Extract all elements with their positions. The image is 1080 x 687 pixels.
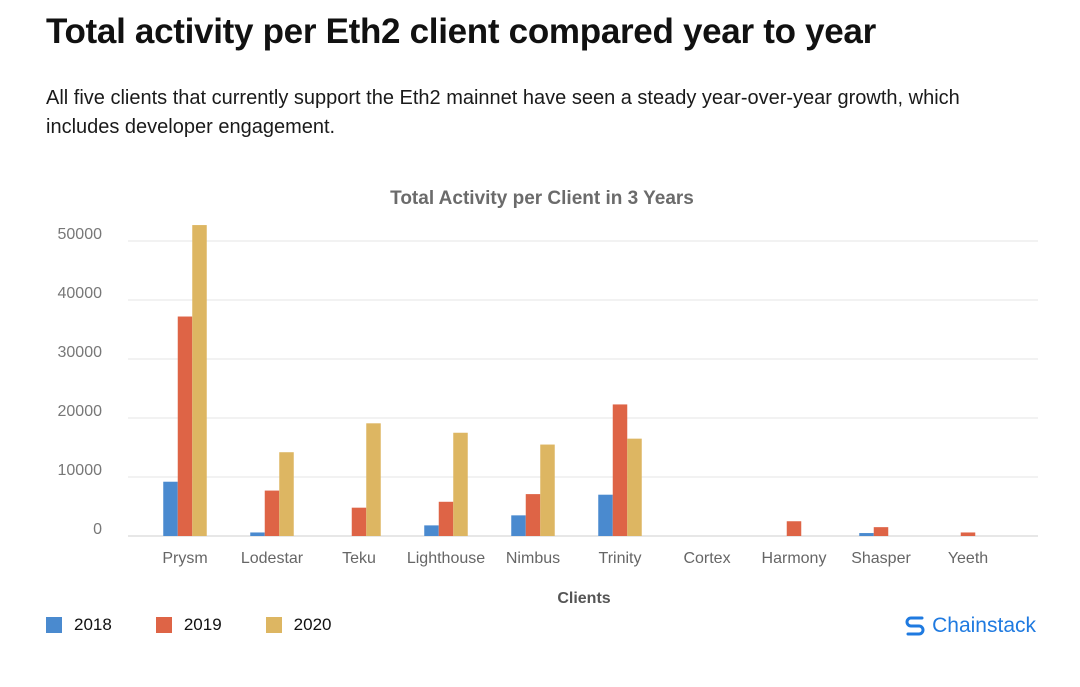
bar-lodestar-2020[interactable]	[279, 452, 294, 536]
x-tick-label-teku: Teku	[342, 550, 376, 567]
y-tick-label: 10000	[58, 462, 103, 479]
legend-label-2019: 2019	[183, 615, 222, 634]
x-tick-label-shasper: Shasper	[851, 550, 911, 567]
x-tick-label-lodestar: Lodestar	[241, 550, 304, 567]
bar-lodestar-2018[interactable]	[250, 532, 265, 536]
legend-swatch-2018	[46, 617, 62, 633]
y-axis-ticks: 0 10000 20000 30000 40000 50000	[58, 226, 103, 538]
bar-yeeth-2019[interactable]	[960, 532, 976, 536]
bar-nimbus-2019[interactable]	[525, 494, 541, 536]
chart-title: Total Activity per Client in 3 Years	[390, 188, 694, 209]
x-tick-label-harmony: Harmony	[762, 550, 827, 567]
bar-lighthouse-2018[interactable]	[424, 525, 439, 536]
bar-prysm-2019[interactable]	[177, 316, 193, 536]
bar-lighthouse-2019[interactable]	[438, 501, 454, 536]
page-title: Total activity per Eth2 client compared …	[46, 12, 876, 51]
legend-swatch-2019	[155, 617, 172, 633]
legend-label-2020: 2020	[293, 615, 332, 634]
bar-nimbus-2018[interactable]	[511, 515, 526, 536]
y-tick-label: 50000	[58, 226, 103, 243]
bar-lodestar-2019[interactable]	[264, 490, 280, 536]
bar-trinity-2020[interactable]	[627, 438, 642, 536]
x-tick-label-cortex: Cortex	[683, 550, 730, 567]
x-tick-label-prysm: Prysm	[162, 550, 207, 567]
bar-nimbus-2020[interactable]	[540, 444, 555, 536]
page-description: All five clients that currently support …	[46, 87, 960, 138]
bars	[163, 225, 976, 536]
x-axis-ticks: Prysm Lodestar Teku Lighthouse Nimbus Trinity…	[162, 550, 988, 567]
legend-swatch-2020	[265, 617, 282, 633]
bar-trinity-2019[interactable]	[612, 404, 628, 536]
x-axis-label: Clients	[557, 590, 610, 607]
bar-teku-2020[interactable]	[366, 423, 381, 536]
bar-shasper-2018[interactable]	[859, 533, 874, 536]
bar-chart: Total Activity per Client in 3 Years 0 10…	[58, 188, 1038, 607]
bar-shasper-2019[interactable]	[873, 527, 889, 536]
x-tick-label-nimbus: Nimbus	[506, 550, 560, 567]
y-tick-label: 40000	[58, 285, 103, 302]
x-tick-label-yeeth: Yeeth	[948, 550, 988, 567]
y-tick-label: 0	[93, 521, 102, 538]
bar-lighthouse-2020[interactable]	[453, 432, 468, 536]
legend-item-2019[interactable]: 2019	[155, 615, 222, 635]
bar-trinity-2018[interactable]	[598, 494, 613, 536]
x-tick-label-trinity: Trinity	[599, 550, 642, 567]
legend-item-2018[interactable]: 2018	[46, 615, 112, 635]
brand-name: Chainstack	[932, 614, 1036, 637]
bar-teku-2019[interactable]	[351, 507, 367, 536]
y-tick-label: 20000	[58, 403, 103, 420]
gridlines	[128, 240, 1038, 537]
bar-harmony-2019[interactable]	[786, 521, 802, 536]
bar-prysm-2020[interactable]	[192, 225, 207, 536]
legend-item-2020[interactable]: 2020	[265, 615, 332, 635]
x-tick-label-lighthouse: Lighthouse	[407, 550, 485, 567]
chainstack-brand[interactable]: Chainstack	[903, 614, 1036, 638]
chart-legend: 2018 2019 2020	[46, 615, 375, 635]
chainstack-logo-icon	[905, 616, 925, 636]
legend-label-2018: 2018	[74, 615, 112, 634]
y-tick-label: 30000	[58, 344, 103, 361]
bar-prysm-2018[interactable]	[163, 481, 178, 536]
